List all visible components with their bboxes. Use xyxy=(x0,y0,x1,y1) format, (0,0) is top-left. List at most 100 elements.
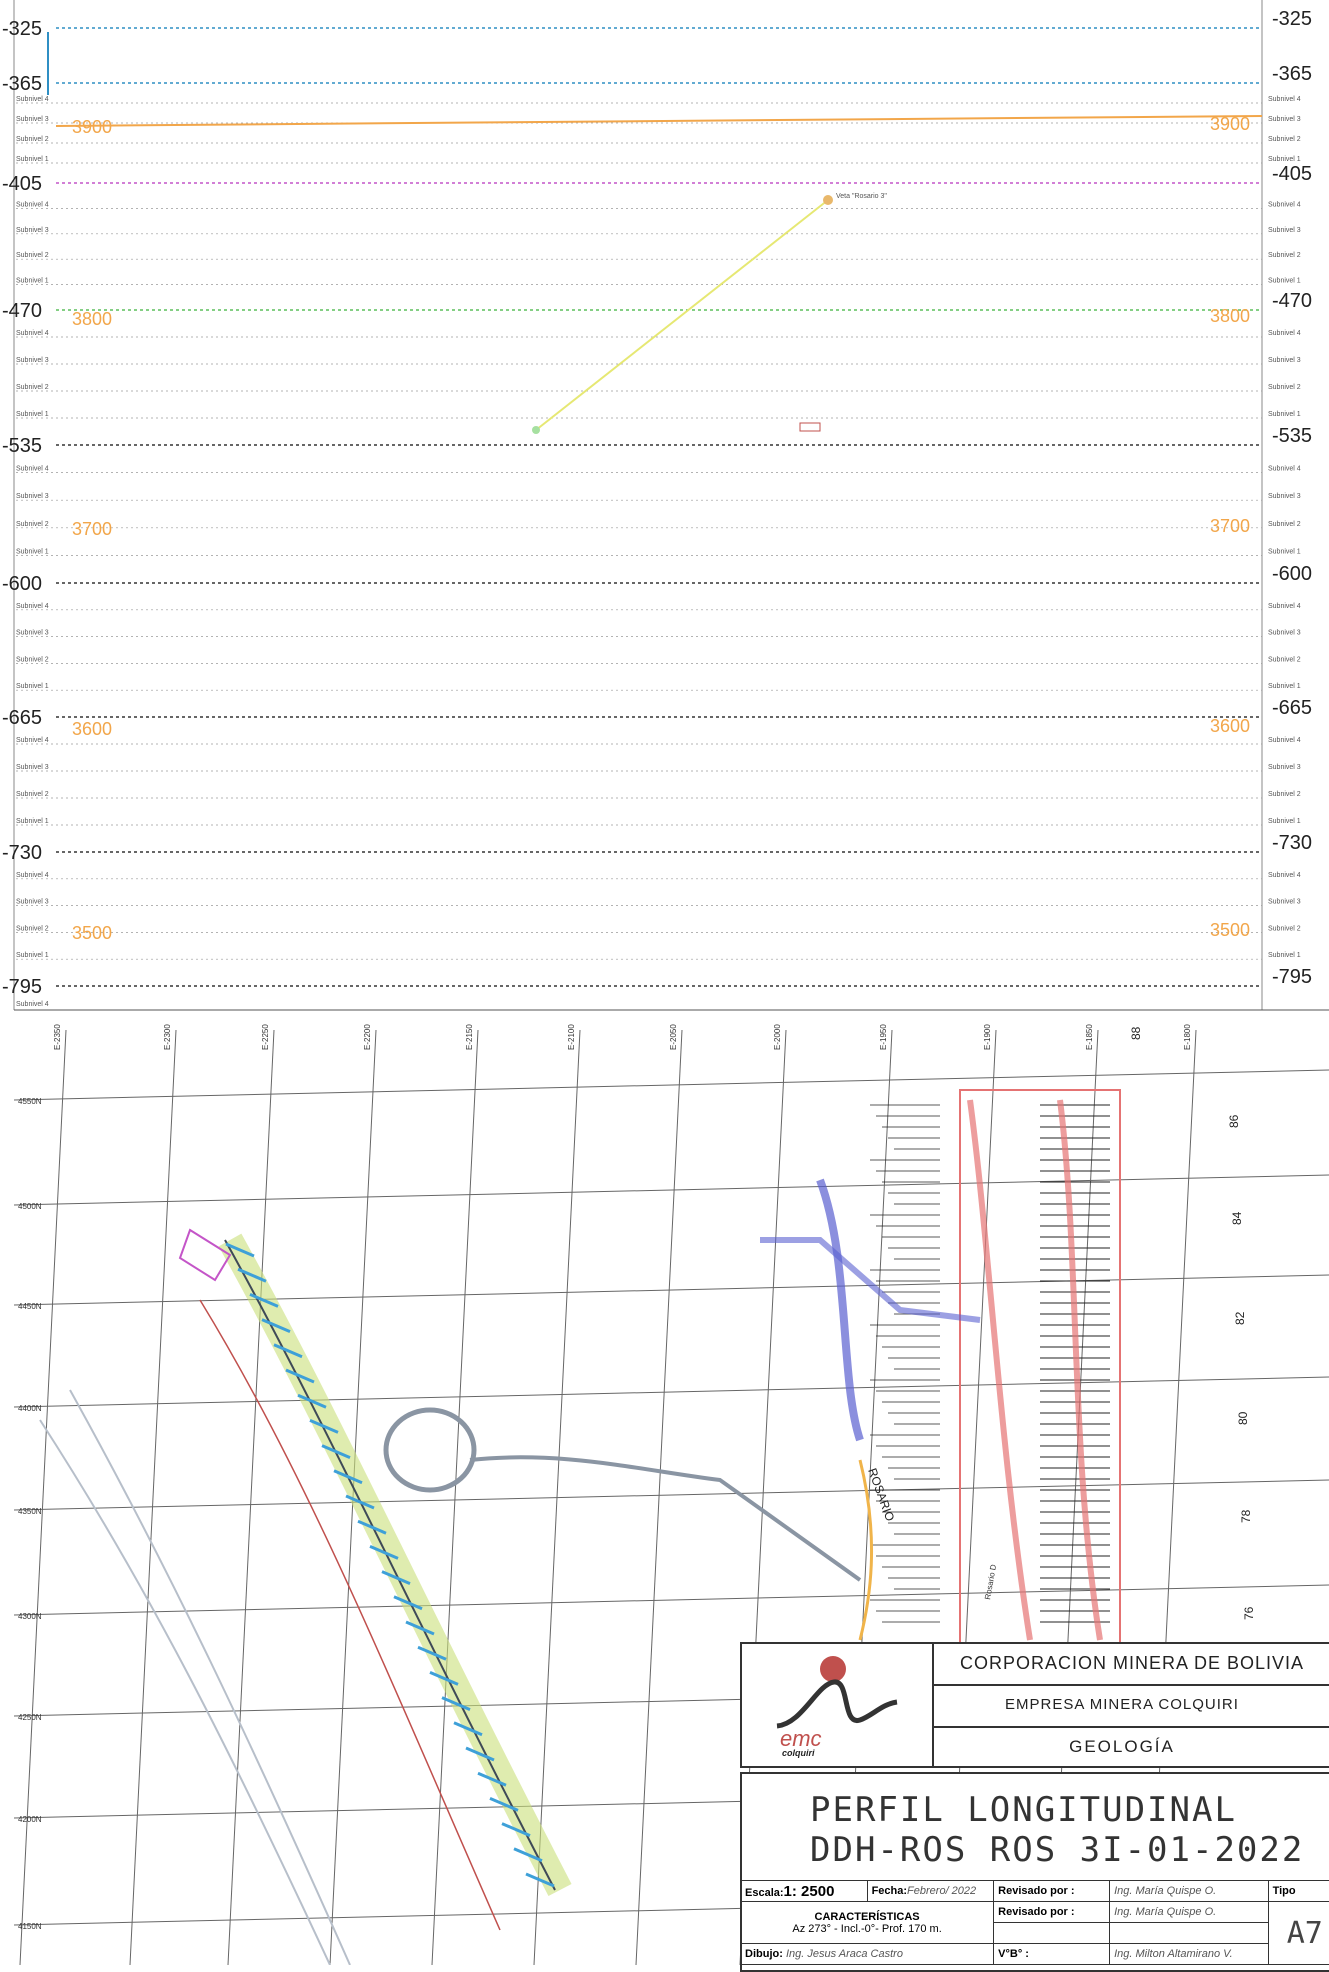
sublevel-label-right: Subnivel 2 xyxy=(1268,791,1301,798)
workings-label: Rosario D xyxy=(983,1564,998,1601)
vein-corridor xyxy=(218,1233,572,1896)
sublevel-label-right: Subnivel 1 xyxy=(1268,683,1301,690)
access-drift xyxy=(469,1455,862,1582)
sublevel-label-left: Subnivel 3 xyxy=(16,493,49,500)
easting-label: E-1800 xyxy=(1183,1024,1192,1050)
sublevel-label-right: Subnivel 4 xyxy=(1268,737,1301,744)
crosscut xyxy=(513,1847,543,1863)
easting-grid-line xyxy=(129,1029,177,1965)
sublevel-label-left: Subnivel 2 xyxy=(16,791,49,798)
sublevel-label-left: Subnivel 4 xyxy=(16,737,49,744)
drill-hole-trace xyxy=(535,199,829,431)
elevation-label-right: 3500 xyxy=(1210,920,1250,940)
easting-label: E-2350 xyxy=(53,1024,62,1050)
sublevel-label-right: Subnivel 2 xyxy=(1268,521,1301,528)
easting-label: E-2250 xyxy=(261,1024,270,1050)
level-label-right: -470 xyxy=(1272,290,1312,312)
logo-subtext: colquiri xyxy=(782,1748,815,1758)
approval-value-cell: Ing. Milton Altamirano V. xyxy=(1109,1943,1269,1965)
sublevel-label-right: Subnivel 2 xyxy=(1268,252,1301,259)
blank-cell-1 xyxy=(993,1922,1111,1944)
crosscut xyxy=(489,1797,519,1812)
type-value: A7 xyxy=(1286,1915,1323,1951)
easting-grid-line xyxy=(19,1029,67,1965)
marker-box xyxy=(799,422,821,432)
magenta-box xyxy=(178,1228,232,1282)
easting-grid-line xyxy=(227,1029,275,1965)
logo-text: emc xyxy=(780,1726,822,1751)
sublevel-label-right: Subnivel 3 xyxy=(1268,227,1301,234)
road-outline xyxy=(39,1419,331,1965)
type-label: Tipo xyxy=(1272,1885,1296,1897)
sublevel-label-right: Subnivel 3 xyxy=(1268,899,1301,906)
elevation-label-right: 3700 xyxy=(1210,516,1250,536)
section-number: 76 xyxy=(1242,1606,1256,1620)
northing-label: 4400N xyxy=(18,1404,42,1413)
section-number: 88 xyxy=(1129,1026,1143,1040)
northing-grid-line xyxy=(13,1174,1329,1206)
blue-workings xyxy=(816,1178,864,1442)
reviewed2-value-cell: Ing. María Quispe O. xyxy=(1109,1901,1269,1923)
level-label-right: -730 xyxy=(1272,832,1312,854)
northing-grid-line xyxy=(13,1584,1329,1616)
northing-label: 4500N xyxy=(18,1202,42,1211)
drill-collar xyxy=(823,195,833,205)
sublevel-label-right: Subnivel 1 xyxy=(1268,278,1301,285)
approval-label: V°B° : xyxy=(998,1948,1029,1960)
easting-label: E-1950 xyxy=(879,1024,888,1050)
characteristics-value: Az 273° - Incl.-0°- Prof. 170 m. xyxy=(792,1922,942,1935)
easting-label: E-2150 xyxy=(465,1024,474,1050)
sublevel-label-left: Subnivel 2 xyxy=(16,521,49,528)
northing-label: 4300N xyxy=(18,1612,42,1621)
level-label-right: -535 xyxy=(1272,425,1312,447)
sublevel-label-left: Subnivel 2 xyxy=(16,925,49,932)
northing-grid-line xyxy=(13,1479,1329,1511)
elevation-label-left: 3900 xyxy=(72,117,112,137)
sublevel-label-left: Subnivel 3 xyxy=(16,630,49,637)
sublevel-label-left: Subnivel 2 xyxy=(16,656,49,663)
sublevel-label-left: Subnivel 1 xyxy=(16,278,49,285)
level-label-left: -405 xyxy=(2,173,42,195)
easting-label: E-2200 xyxy=(363,1024,372,1050)
sublevel-label-right: Subnivel 4 xyxy=(1268,201,1301,208)
northing-label: 4200N xyxy=(18,1815,42,1824)
sublevel-label-left: Subnivel 3 xyxy=(16,116,49,123)
crosscut xyxy=(333,1469,363,1485)
company-box: emc colquiri CORPORACION MINERA DE BOLIV… xyxy=(740,1642,1329,1768)
crosscut xyxy=(357,1519,387,1535)
level-label-left: -730 xyxy=(2,842,42,864)
crosscut xyxy=(225,1242,255,1258)
section-number: 78 xyxy=(1239,1509,1253,1523)
sublevel-label-left: Subnivel 4 xyxy=(16,1001,49,1008)
level-label-left: -795 xyxy=(2,976,42,998)
elevation-label-left: 3700 xyxy=(72,519,112,539)
crosscut xyxy=(453,1721,483,1737)
level-label-left: -365 xyxy=(2,73,42,95)
sublevel-label-right: Subnivel 2 xyxy=(1268,656,1301,663)
sublevel-label-right: Subnivel 1 xyxy=(1268,952,1301,959)
easting-label: E-2300 xyxy=(163,1024,172,1050)
drawn-by-label: Dibujo: xyxy=(745,1948,783,1960)
section-number: 86 xyxy=(1227,1114,1241,1128)
crosscut xyxy=(477,1771,507,1787)
vein-zone xyxy=(967,1099,1033,1641)
scale-cell: Escala:1: 2500 xyxy=(740,1880,868,1902)
northing-grid-line xyxy=(13,1274,1329,1306)
road-outline xyxy=(69,1389,351,1965)
scale-value: 1: 2500 xyxy=(783,1882,835,1900)
type-value-cell: A7 xyxy=(1267,1901,1329,1965)
subsidiary-name: EMPRESA MINERA COLQUIRI xyxy=(1005,1696,1239,1713)
reviewed1-value: Ing. María Quispe O. xyxy=(1114,1885,1217,1897)
sublevel-label-left: Subnivel 4 xyxy=(16,872,49,879)
easting-label: E-1850 xyxy=(1085,1024,1094,1050)
sublevel-label-left: Subnivel 1 xyxy=(16,548,49,555)
sublevel-label-right: Subnivel 1 xyxy=(1268,411,1301,418)
sublevel-label-left: Subnivel 2 xyxy=(16,136,49,143)
elevation-label-right: 3800 xyxy=(1210,306,1250,326)
plan-view: E-2350 E-2300 E-2250 E-2200 E-2150 E-2100 E-20… xyxy=(13,1009,1329,1965)
drill-end xyxy=(532,426,540,434)
easting-label: E-2000 xyxy=(773,1024,782,1050)
drawn-by-cell: Dibujo: Ing. Jesus Araca Castro xyxy=(739,1943,995,1965)
crosscut xyxy=(525,1872,555,1888)
level-label-right: -665 xyxy=(1272,697,1312,719)
